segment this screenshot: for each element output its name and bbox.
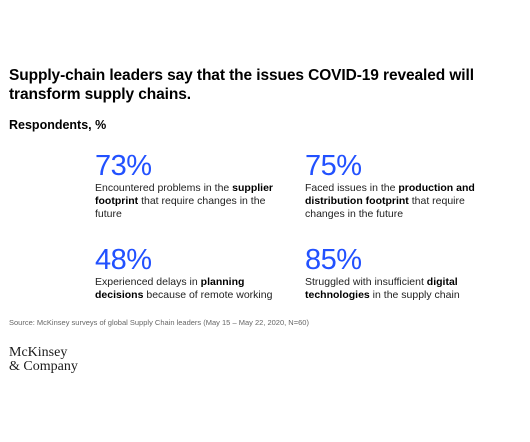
stat-value: 73%: [95, 150, 152, 182]
stat-description-text: Encountered problems in the: [95, 182, 233, 194]
stat-description-text: in the supply chain: [369, 289, 460, 301]
stat-description-text: because of remote working: [143, 289, 273, 301]
stat-value: 85%: [305, 244, 362, 276]
stat-value: 48%: [95, 244, 152, 276]
stat-description-text: that require changes in the future: [305, 195, 465, 220]
stat-description-emphasis: digital technologies: [305, 276, 458, 301]
stat-description-emphasis: production and distribution footprint: [305, 182, 475, 207]
stat-digital-technologies: 85% Struggled with insufficient digital …: [305, 246, 505, 302]
stat-description: Encountered problems in the supplier foo…: [95, 182, 295, 221]
source-note: Source: McKinsey surveys of global Suppl…: [9, 318, 309, 327]
stat-description-text: that require changes in the future: [95, 195, 266, 220]
stat-value: 75%: [305, 150, 362, 182]
stat-supplier-footprint: 73% Encountered problems in the supplier…: [95, 152, 295, 221]
chart-title: Supply-chain leaders say that the issues…: [9, 67, 474, 103]
stat-description-text: Struggled with insufficient: [305, 276, 427, 288]
chart-subtitle: Respondents, %: [9, 118, 107, 132]
stat-description: Struggled with insufficient digital tech…: [305, 276, 505, 302]
logo-line-1: McKinsey: [9, 345, 68, 360]
stat-description-emphasis: supplier footprint: [95, 182, 274, 207]
stat-description-text: Experienced delays in: [95, 276, 201, 288]
stat-description: Faced issues in the production and distr…: [305, 182, 505, 221]
stat-planning-decisions: 48% Experienced delays in planning decis…: [95, 246, 295, 302]
stat-description-emphasis: planning decisions: [95, 276, 245, 301]
stat-description: Experienced delays in planning decisions…: [95, 276, 295, 302]
stat-description-text: Faced issues in the: [305, 182, 399, 194]
stat-production-distribution: 75% Faced issues in the production and d…: [305, 152, 505, 221]
logo-line-2: & Company: [9, 359, 78, 374]
mckinsey-logo: McKinsey & Company: [9, 346, 78, 374]
